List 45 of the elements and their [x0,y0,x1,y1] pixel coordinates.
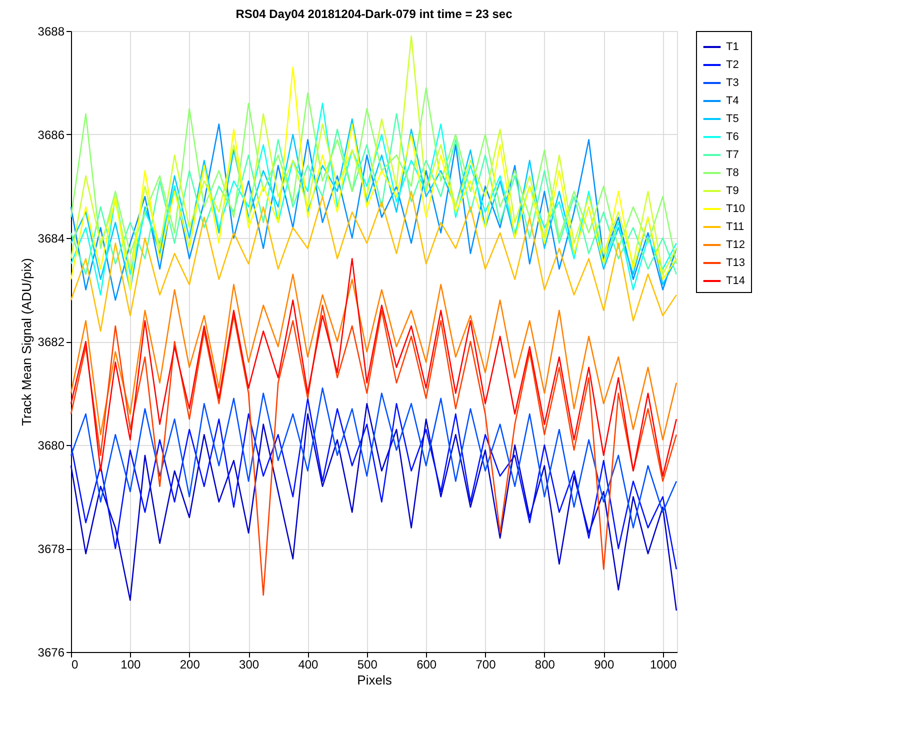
line-series [70,387,678,528]
legend-label: T14 [726,275,745,287]
x-tick-label: 0 [72,658,78,672]
line-series [70,304,678,596]
legend-label: T13 [726,257,745,269]
legend-label: T1 [726,41,739,53]
y-tick-label: 3676 [38,646,65,660]
line-series [70,87,678,265]
line-series [70,190,678,332]
legend-label: T3 [726,77,739,89]
x-tick-label: 500 [357,658,378,672]
y-tick-label: 3680 [38,438,65,452]
x-axis-title: Pixels [357,672,392,688]
legend-label: T12 [726,239,745,251]
x-tick-label: 700 [476,658,496,672]
x-tick-label: 100 [120,658,142,672]
y-tick-label: 3688 [38,24,65,38]
x-tick-label: 400 [298,658,319,672]
legend-label: T11 [726,221,744,233]
legend-label: T10 [726,203,745,215]
chart-title: RS04 Day04 20181204-Dark-079 int time = 23 sec [236,7,513,21]
line-series [70,66,678,290]
y-tick-label: 3682 [38,335,65,349]
line-series [70,36,678,275]
legend-label: T4 [726,95,739,107]
legend-label: T8 [726,167,739,179]
y-tick-label: 3678 [38,542,65,556]
line-series [70,274,678,440]
y-axis-title: Track Mean Signal (ADU/pix) [18,258,34,426]
x-tick-label: 1000 [650,658,677,672]
line-series [70,398,678,570]
legend-label: T9 [726,185,739,197]
x-tick-label: 800 [534,658,556,672]
y-tick-label: 3684 [38,232,65,246]
legend-label: T7 [726,149,739,161]
x-tick-label: 300 [239,658,260,672]
x-tick-label: 200 [180,658,200,672]
legend-label: T2 [726,59,739,71]
x-tick-label: 600 [416,658,437,672]
y-tick-label: 3686 [38,128,65,142]
line-series [70,402,678,612]
line-series [70,258,678,477]
legend-label: T5 [726,113,739,125]
legend-label: T6 [726,131,739,143]
x-tick-label: 900 [594,658,614,672]
